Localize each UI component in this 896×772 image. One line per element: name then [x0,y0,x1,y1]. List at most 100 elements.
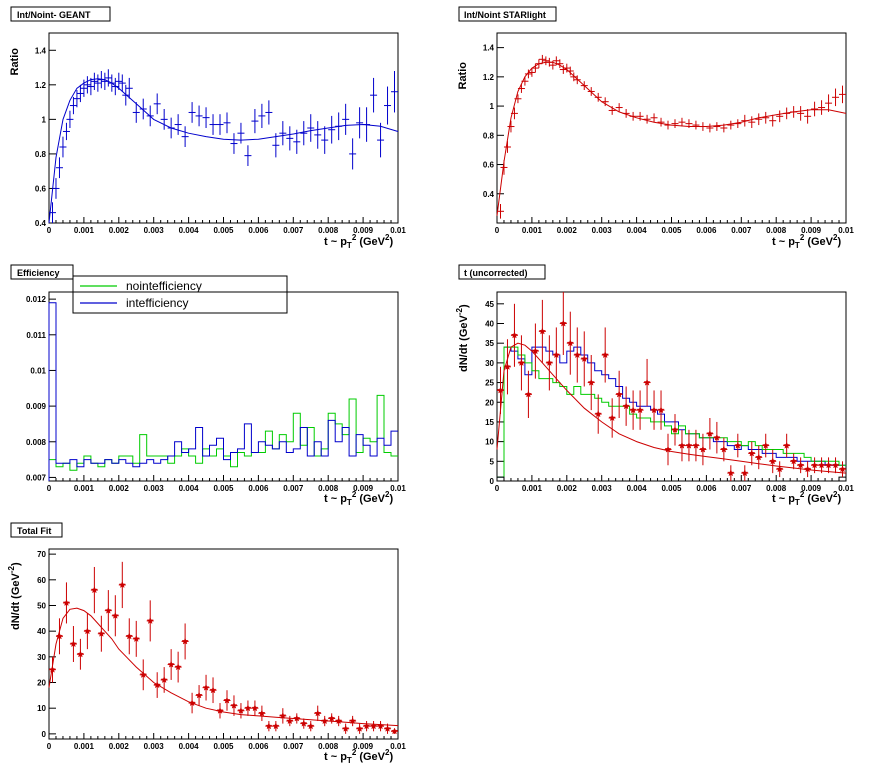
y-tick-label: 0 [42,730,47,739]
x-tick-label: 0.008 [318,226,339,235]
x-tick-label: 0.003 [144,484,165,493]
data-point-star [678,441,686,449]
x-tick-label: 0.003 [144,742,165,751]
data-point-star [692,441,700,449]
data-point-star [167,660,175,668]
y-tick-label: 20 [485,398,494,407]
data-point-star [824,461,833,469]
x-tick-label: 0.007 [731,484,752,493]
data-point-star [69,640,78,648]
data-point-star [174,663,182,671]
x-axis-label: t ~ pT2 (GeV2) [324,233,393,250]
histogram-step-line [48,302,398,481]
y-tick-label: 20 [37,679,46,688]
y-tick-label: 0 [490,477,495,486]
data-point-star [559,319,567,327]
panel-efficiency: Efficiency t ~ pT2 (GeV2) nointefficienc… [10,264,406,507]
data-point-star [125,632,133,640]
y-tick-label: 0.4 [35,219,47,228]
x-tick-label: 0.001 [74,742,95,751]
x-tick-label: 0.01 [390,742,406,751]
data-point-star [720,445,728,453]
panel-title: Total Fit [17,526,51,536]
y-tick-label: 10 [37,704,46,713]
x-tick-label: 0.002 [557,484,578,493]
y-axis-label: dN/dt (GeV-2) [455,304,470,372]
panel-title: t (uncorrected) [464,268,528,278]
data-point-star [643,378,651,386]
data-point-star [90,586,98,594]
x-tick-label: 0.002 [557,226,578,235]
data-point-star [293,714,301,722]
data-point-star [146,617,154,624]
data-point-star [209,686,217,694]
y-tick-label: 1 [490,102,495,111]
y-tick-label: 70 [37,550,46,559]
x-tick-label: 0.002 [109,226,130,235]
data-point-star [286,717,294,725]
data-point-star [48,665,56,673]
x-tick-label: 0 [47,484,52,493]
data-point-star [573,351,581,359]
data-point-star [762,441,770,449]
data-point-star [629,406,637,414]
x-tick-label: 0.005 [661,484,682,493]
x-tick-label: 0.005 [213,742,234,751]
data-point-star [104,606,112,614]
data-point-star [265,722,273,730]
y-tick-label: 0.007 [26,473,47,482]
data-point-star [699,445,707,453]
panel-title-box [458,6,557,22]
data-point-star [741,469,749,477]
y-tick-label: 1 [42,115,47,124]
data-point-star [111,612,119,619]
data-point-star [383,724,392,732]
x-tick-label: 0.005 [213,226,234,235]
x-axis-label: t ~ pT2 (GeV2) [772,233,841,250]
x-tick-label: 0.007 [283,742,304,751]
y-axis-label: Ratio [9,48,21,76]
y-tick-label: 30 [485,359,494,368]
data-point-star [272,722,280,730]
data-point-star [783,441,791,449]
data-point-star [538,327,546,335]
y-tick-label: 0.009 [26,402,47,411]
x-tick-label: 0.001 [74,484,95,493]
y-tick-label: 0.6 [483,161,495,170]
data-point-star [300,719,308,727]
data-point-star [510,331,518,339]
data-point-star [97,629,105,637]
data-point-star [132,635,140,642]
data-point-star [223,696,231,704]
panel-title-box [10,522,63,538]
y-tick-label: 1.2 [483,73,495,82]
x-tick-label: 0.001 [74,226,95,235]
y-axis-label: dN/dt (GeV-2) [7,562,22,630]
x-tick-label: 0.001 [522,226,543,235]
data-point-star [342,724,350,732]
x-tick-label: 0.002 [109,742,130,751]
fit-curve [48,78,399,224]
fit-curve [496,61,847,216]
y-tick-label: 50 [37,601,46,610]
y-tick-label: 60 [37,576,46,585]
data-point-star [622,402,630,410]
data-point-star [727,469,735,477]
y-tick-label: 0.4 [483,190,495,199]
y-tick-label: 45 [485,300,494,309]
panel-int-noint-starlight: Int/Noint STARlight Ratio t ~ pT2 (GeV2)… [457,6,854,250]
x-tick-label: 0.002 [109,484,130,493]
data-point-star [517,359,526,366]
data-point-star [362,722,371,730]
x-tick-label: 0.009 [353,226,374,235]
x-tick-label: 0.006 [248,742,269,751]
data-point-star [790,457,798,465]
data-point-star [369,722,378,730]
x-tick-label: 0.008 [766,226,787,235]
data-point-star [587,378,595,386]
x-tick-label: 0.003 [592,226,613,235]
x-tick-label: 0.008 [766,484,787,493]
y-tick-label: 40 [485,320,494,329]
